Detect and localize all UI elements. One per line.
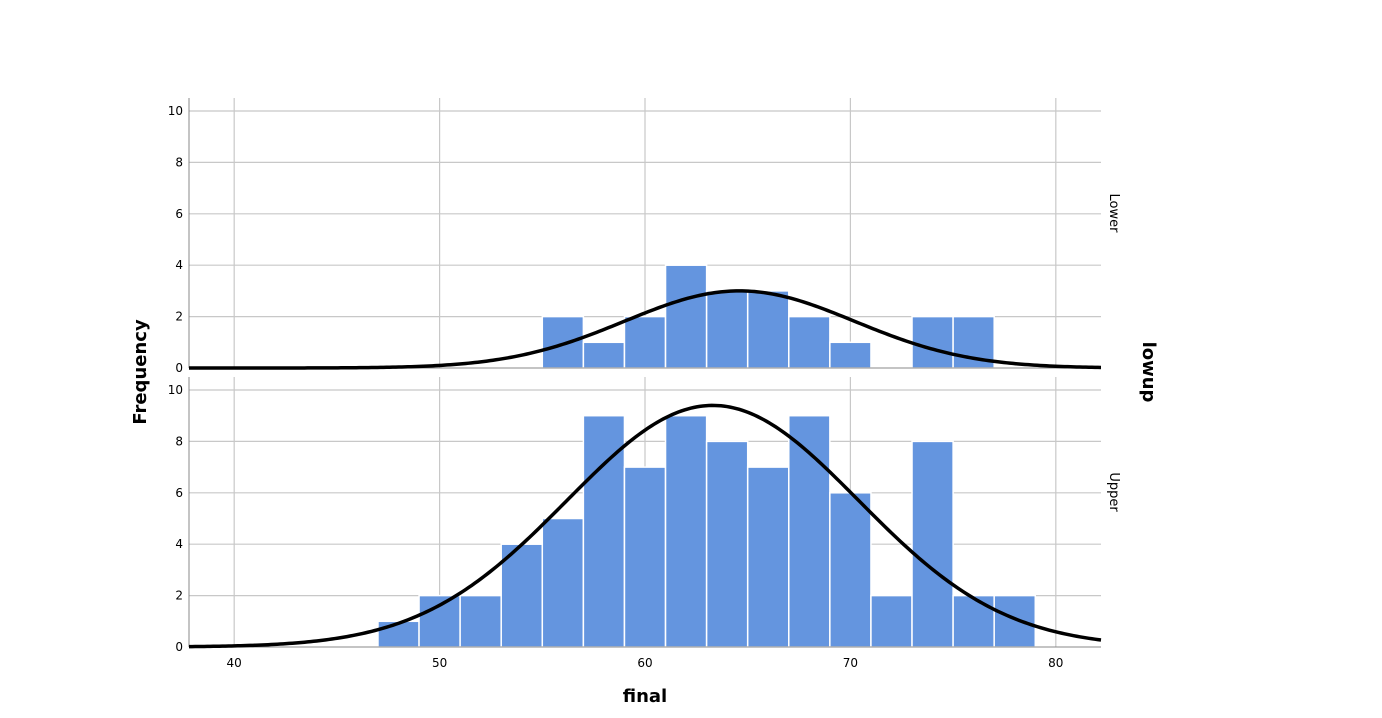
y-tick-label: 10	[168, 383, 183, 397]
histogram-bar	[500, 543, 544, 648]
x-tick-label: 40	[227, 656, 242, 670]
x-axis-title: final	[623, 686, 667, 707]
y-tick-label: 0	[175, 361, 183, 375]
panel-variable-title: lowup	[1138, 342, 1159, 403]
histogram-bar	[541, 517, 585, 648]
histogram-bar	[746, 290, 790, 369]
histogram-bar	[746, 466, 790, 648]
y-tick-label: 2	[175, 310, 183, 324]
y-tick-label: 8	[175, 155, 183, 169]
histogram-bar	[623, 315, 667, 369]
histogram-bar	[705, 440, 749, 648]
panel-label: Lower	[1106, 194, 1121, 234]
histogram-bar	[952, 594, 995, 648]
x-tick-label: 50	[432, 656, 447, 670]
y-tick-label: 2	[175, 589, 183, 603]
histogram-bar	[993, 594, 1037, 648]
y-tick-label: 0	[175, 640, 183, 654]
histogram-bar	[911, 315, 954, 369]
histogram-bar	[377, 620, 420, 648]
histogram-bar	[829, 492, 872, 648]
y-axis-title: Frequency	[130, 319, 151, 425]
panel-lower: 0 2 4 6 8 10 Lower	[168, 98, 1121, 375]
histogram-bar	[829, 341, 872, 369]
y-tick-label: 4	[175, 537, 183, 551]
y-tick-label: 10	[168, 104, 183, 118]
y-tick-label: 4	[175, 258, 183, 272]
panel-upper: 0 2 4 6 8 10 Upper	[168, 377, 1121, 654]
normal-curve	[189, 289, 1102, 370]
normal-curve	[188, 403, 1102, 649]
histogram-bar	[459, 594, 502, 648]
y-tick-label: 6	[175, 486, 183, 500]
x-tick-label: 70	[843, 656, 858, 670]
histogram-bar	[911, 440, 954, 648]
histogram-bar	[870, 594, 913, 648]
histogram-bar	[664, 264, 708, 369]
histogram-bar	[623, 466, 667, 648]
histogram-bar	[705, 290, 749, 369]
x-tick-label: 60	[637, 656, 652, 670]
panel-label: Upper	[1106, 472, 1121, 512]
histogram-bar	[664, 414, 708, 648]
y-tick-label: 6	[175, 207, 183, 221]
x-tick-label: 80	[1048, 656, 1063, 670]
histogram-bar	[788, 414, 831, 648]
y-tick-label: 8	[175, 434, 183, 448]
histogram-bar	[582, 341, 626, 369]
histogram-bar	[788, 315, 831, 369]
histogram-bar	[541, 315, 585, 369]
